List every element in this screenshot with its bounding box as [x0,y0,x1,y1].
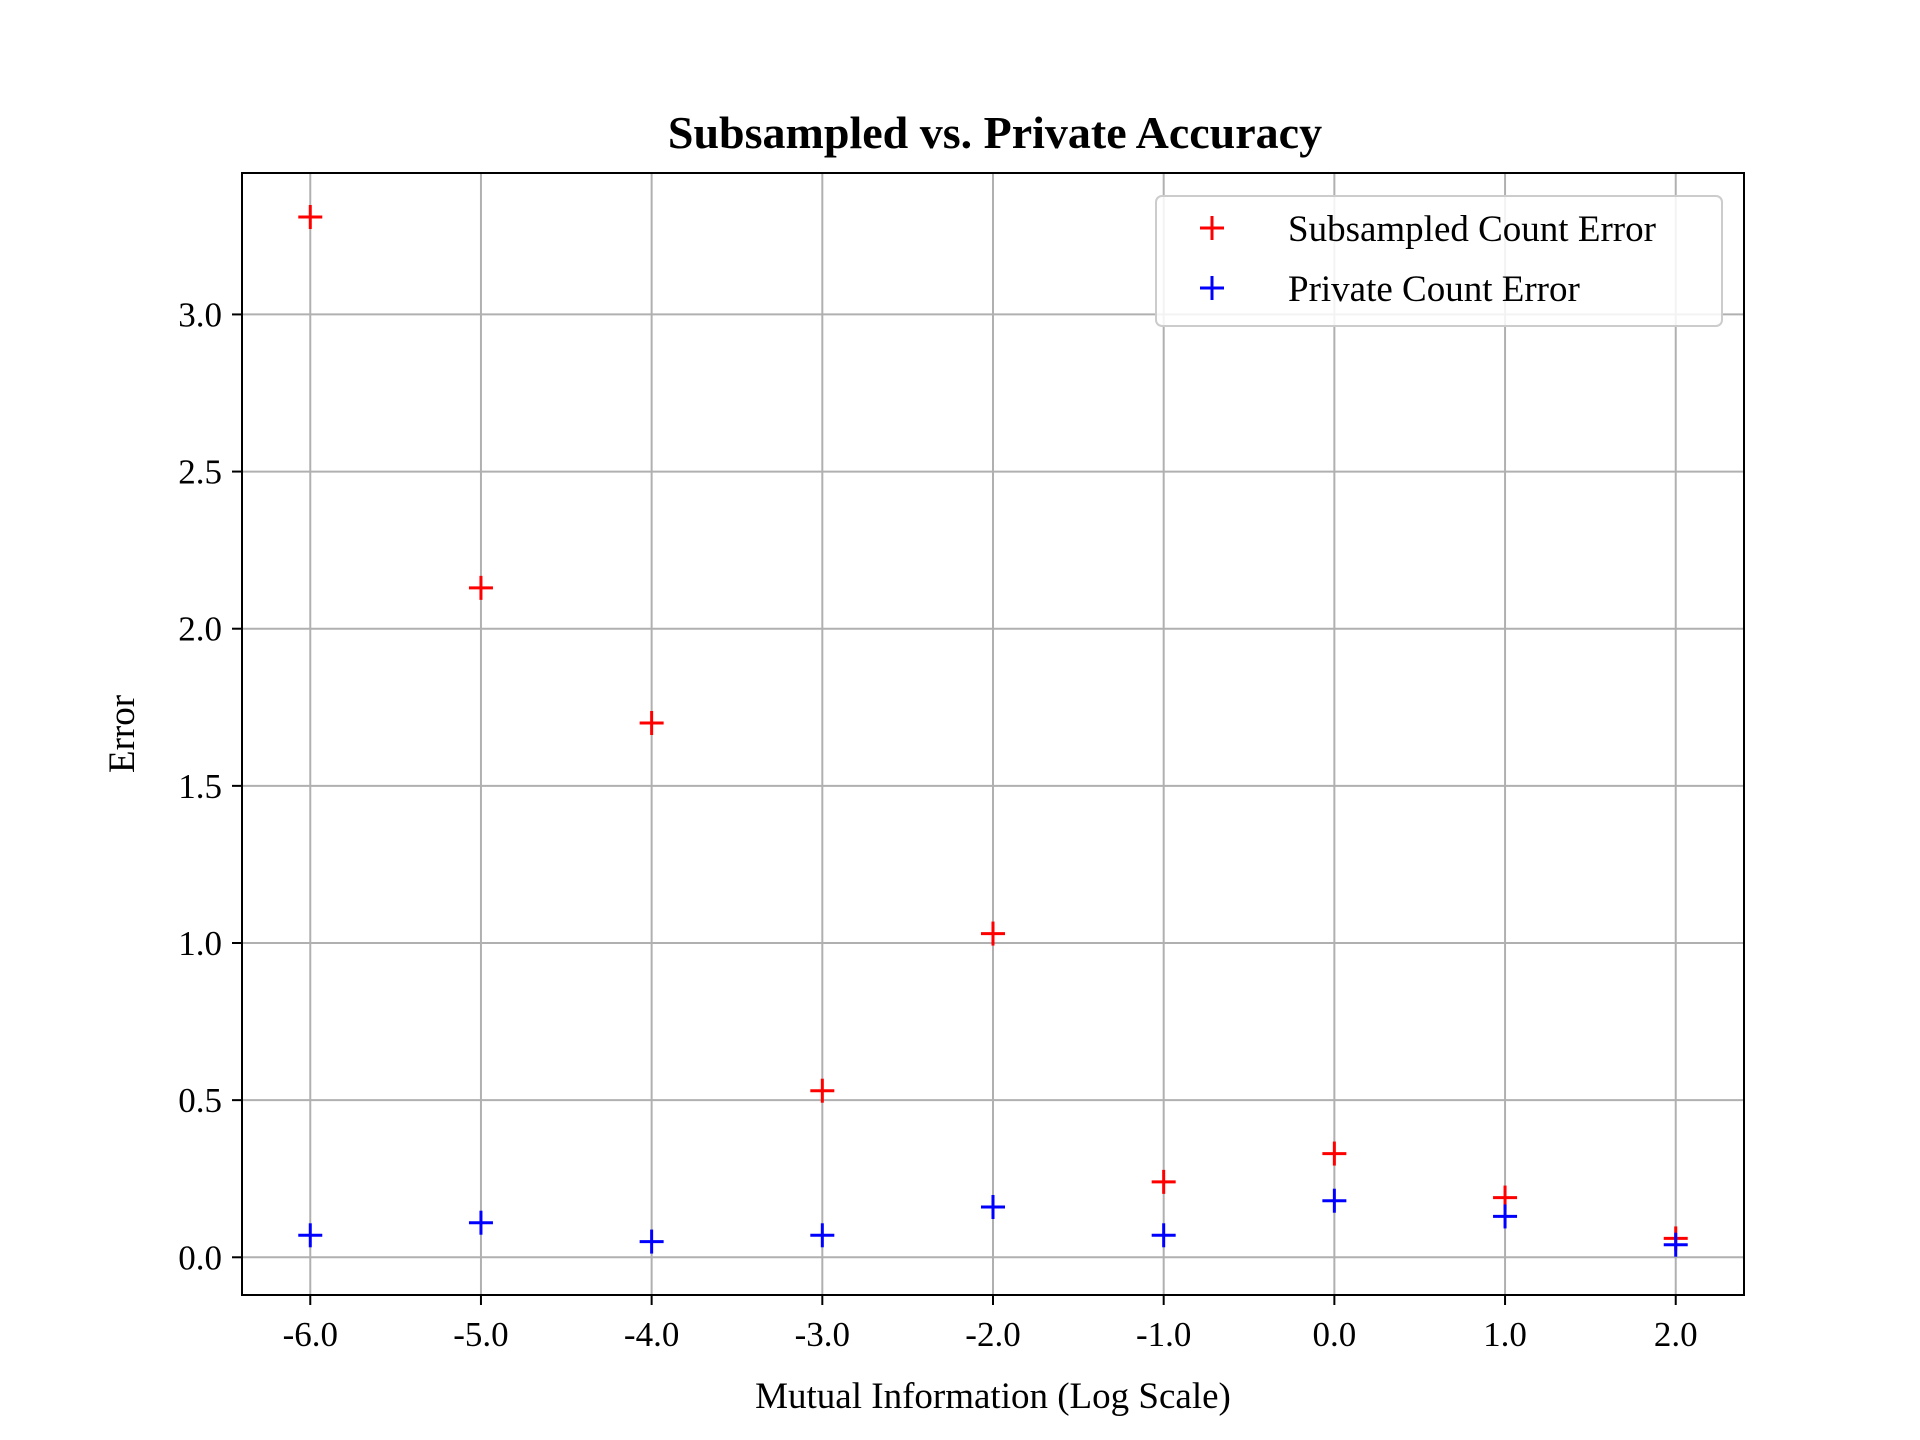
data-point-series-1 [1322,1188,1347,1213]
data-point-series-0 [1151,1169,1176,1194]
x-tick-label: 1.0 [1483,1315,1527,1354]
y-tick-label: 0.5 [178,1081,222,1120]
data-point-series-1 [1663,1232,1688,1257]
data-point-series-1 [639,1229,664,1254]
data-point-series-1 [1151,1223,1176,1248]
plot-markers [298,205,1688,1257]
legend-marker-subsampled [1200,216,1224,240]
data-point-series-1 [298,1223,323,1248]
x-axis-label: Mutual Information (Log Scale) [755,1376,1231,1417]
data-point-series-0 [810,1078,835,1103]
data-point-series-0 [1322,1141,1347,1166]
x-tick-label: -1.0 [1136,1315,1191,1354]
x-tick-label: -5.0 [453,1315,508,1354]
data-point-series-0 [468,575,493,600]
chart-title: Subsampled vs. Private Accuracy [668,107,1322,158]
data-point-series-1 [468,1210,493,1235]
x-tick-label: -4.0 [624,1315,679,1354]
plot-frame [241,172,1745,1296]
y-tick-label: 1.5 [178,767,222,806]
axis-ticks: -6.0 -5.0 -4.0 -3.0 -2.0 -1.0 0.0 1.0 2.0 0.0 0.5 1… [178,295,1697,1354]
legend-marker-private [1200,276,1224,300]
legend: Subsampled Count Error Private Count Err… [1155,195,1723,327]
legend-plus-icon [1200,276,1224,300]
data-point-series-1 [981,1195,1005,1219]
data-point-series-0 [981,921,1005,946]
grid [242,173,1744,1295]
x-tick-label: 0.0 [1312,1315,1356,1354]
y-axis-label: Error [102,695,143,773]
data-point-series-1 [810,1223,835,1248]
data-point-series-0 [639,711,664,735]
y-tick-label: 3.0 [178,295,222,334]
y-tick-label: 2.0 [178,610,222,649]
x-tick-label: -2.0 [965,1315,1020,1354]
legend-box [1155,195,1723,327]
x-tick-label: -3.0 [795,1315,850,1354]
y-tick-label: 1.0 [178,924,222,963]
legend-label-subsampled: Subsampled Count Error [1288,209,1656,250]
legend-label-private: Private Count Error [1288,269,1580,310]
x-tick-label: -6.0 [283,1315,338,1354]
data-point-series-1 [1493,1204,1518,1229]
y-tick-label: 0.0 [178,1238,222,1277]
y-tick-label: 2.5 [178,453,222,492]
x-tick-label: 2.0 [1654,1315,1698,1354]
data-point-series-0 [298,205,323,229]
legend-plus-icon [1200,216,1224,240]
